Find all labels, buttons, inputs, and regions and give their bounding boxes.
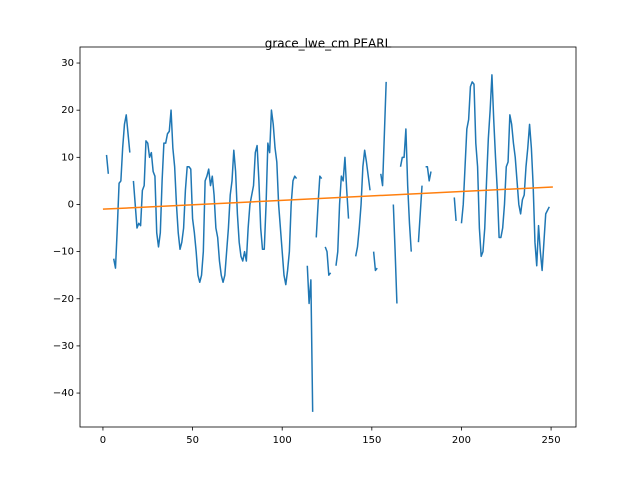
x-tick-label: 50 bbox=[186, 435, 199, 446]
y-tick-label: 30 bbox=[61, 58, 74, 69]
series-line bbox=[105, 74, 550, 412]
y-tick-label: −10 bbox=[53, 247, 74, 258]
y-tick-label: −30 bbox=[53, 341, 74, 352]
y-tick-label: −40 bbox=[53, 388, 74, 399]
x-tick-label: 250 bbox=[542, 435, 561, 446]
plot-frame bbox=[79, 46, 577, 428]
y-tick-label: 20 bbox=[61, 105, 74, 116]
chart-title: grace_lwe_cm PEARL bbox=[265, 37, 392, 51]
x-tick-label: 100 bbox=[273, 435, 292, 446]
x-tick-label: 200 bbox=[452, 435, 471, 446]
y-tick-label: −20 bbox=[53, 294, 74, 305]
x-tick-label: 0 bbox=[100, 435, 106, 446]
y-tick-label: 0 bbox=[68, 199, 74, 210]
series-line bbox=[102, 186, 553, 210]
x-tick-label: 150 bbox=[362, 435, 381, 446]
y-tick-label: 10 bbox=[61, 152, 74, 163]
